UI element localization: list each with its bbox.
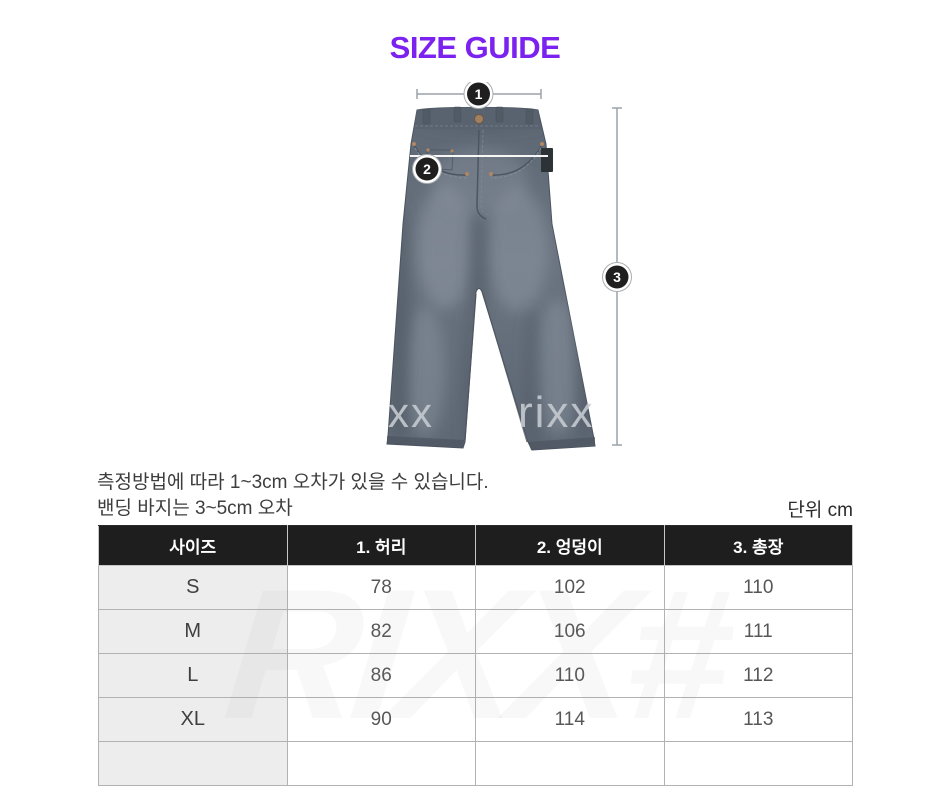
column-header-waist: 1. 허리 [286, 525, 476, 566]
rivets [412, 142, 544, 176]
jeans-button [474, 114, 484, 124]
belt-loops [422, 106, 534, 125]
size-table: 사이즈 1. 허리 2. 엉덩이 3. 총장 S 78 102 110 M 82… [98, 525, 853, 786]
hip-marker: 2 [412, 154, 442, 184]
value-cell: 111 [663, 609, 853, 654]
measurement-notes: 측정방법에 따라 1~3cm 오차가 있을 수 있습니다. 밴딩 바지는 3~5… [97, 470, 489, 522]
brand-patch [541, 148, 553, 172]
column-header-length: 3. 총장 [663, 525, 853, 566]
value-cell: 113 [663, 697, 853, 742]
value-cell: 102 [475, 565, 665, 610]
length-marker-number: 3 [613, 269, 621, 285]
column-header-hip: 2. 엉덩이 [475, 525, 665, 566]
table-row-l: L 86 110 112 [98, 653, 853, 698]
value-cell: 112 [663, 653, 853, 698]
table-row-s: S 78 102 110 [98, 565, 853, 610]
value-cell: 106 [475, 609, 665, 654]
size-cell: L [98, 653, 288, 698]
table-row-m: M 82 106 111 [98, 609, 853, 654]
column-header-size: 사이즈 [98, 525, 288, 566]
value-cell: 78 [286, 565, 476, 610]
waist-marker-number: 1 [475, 86, 483, 102]
value-cell: 110 [663, 565, 853, 610]
photo-watermark-left: xx [388, 389, 434, 436]
value-cell: 114 [475, 697, 665, 742]
value-cell [286, 741, 476, 786]
table-header-row: 사이즈 1. 허리 2. 엉덩이 3. 총장 [98, 525, 853, 566]
page-title: SIZE GUIDE [389, 30, 561, 65]
length-marker: 3 [602, 262, 632, 292]
value-cell [663, 741, 853, 786]
table-row-empty [98, 741, 853, 786]
size-cell: M [98, 609, 288, 654]
note-line-2: 밴딩 바지는 3~5cm 오차 [97, 498, 293, 519]
size-cell: S [98, 565, 288, 610]
value-cell: 86 [286, 653, 476, 698]
waist-marker: 1 [463, 82, 494, 109]
jeans-photo: xx rixx 1 2 3 [386, 82, 632, 451]
value-cell: 90 [286, 697, 476, 742]
size-cell: XL [98, 697, 288, 742]
note-line-1: 측정방법에 따라 1~3cm 오차가 있을 수 있습니다. [97, 472, 489, 493]
value-cell [475, 741, 665, 786]
table-row-xl: XL 90 114 113 [98, 697, 853, 742]
hip-marker-number: 2 [423, 161, 431, 177]
unit-label: 단위 cm [787, 500, 853, 521]
value-cell: 82 [286, 609, 476, 654]
photo-watermark-right: rixx [518, 388, 594, 437]
value-cell: 110 [475, 653, 665, 698]
size-cell [98, 741, 288, 786]
